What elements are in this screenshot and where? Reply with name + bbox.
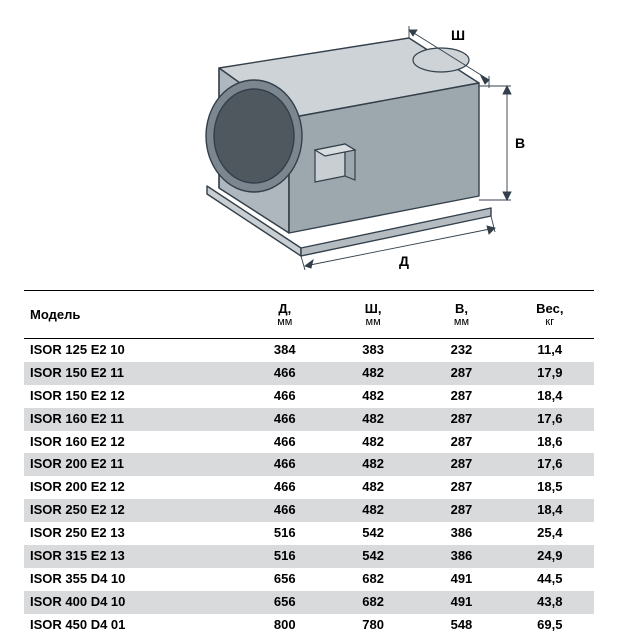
cell-model: ISOR 160 E2 12 bbox=[24, 431, 241, 454]
cell-h: 287 bbox=[417, 499, 505, 522]
cell-d: 656 bbox=[241, 591, 329, 614]
spec-table: Модель Д, мм Ш, мм В, мм Вес, кг bbox=[24, 290, 594, 637]
cell-d: 466 bbox=[241, 408, 329, 431]
cell-d: 516 bbox=[241, 545, 329, 568]
cell-h: 287 bbox=[417, 362, 505, 385]
cell-w: 482 bbox=[329, 453, 417, 476]
cell-d: 466 bbox=[241, 453, 329, 476]
cell-w: 482 bbox=[329, 476, 417, 499]
table-row: ISOR 200 E2 1246648228718,5 bbox=[24, 476, 594, 499]
cell-w: 482 bbox=[329, 499, 417, 522]
col-weight: Вес, кг bbox=[506, 291, 594, 339]
cell-w: 542 bbox=[329, 522, 417, 545]
cell-d: 466 bbox=[241, 385, 329, 408]
cell-weight: 17,6 bbox=[506, 453, 594, 476]
cell-d: 466 bbox=[241, 476, 329, 499]
table-row: ISOR 150 E2 1146648228717,9 bbox=[24, 362, 594, 385]
cell-w: 482 bbox=[329, 385, 417, 408]
cell-weight: 18,4 bbox=[506, 385, 594, 408]
cell-weight: 24,9 bbox=[506, 545, 594, 568]
cell-weight: 18,5 bbox=[506, 476, 594, 499]
cell-w: 482 bbox=[329, 362, 417, 385]
table-row: ISOR 125 E2 1038438323211,4 bbox=[24, 339, 594, 362]
cell-model: ISOR 160 E2 11 bbox=[24, 408, 241, 431]
cell-model: ISOR 250 E2 12 bbox=[24, 499, 241, 522]
cell-w: 383 bbox=[329, 339, 417, 362]
technical-diagram: Ш В Д bbox=[0, 0, 618, 290]
cell-model: ISOR 315 E2 13 bbox=[24, 545, 241, 568]
cell-weight: 18,4 bbox=[506, 499, 594, 522]
cell-d: 466 bbox=[241, 431, 329, 454]
dim-label-d: Д bbox=[399, 253, 409, 269]
col-w: Ш, мм bbox=[329, 291, 417, 339]
cell-d: 800 bbox=[241, 614, 329, 637]
cell-w: 542 bbox=[329, 545, 417, 568]
cell-h: 287 bbox=[417, 431, 505, 454]
spec-table-container: Модель Д, мм Ш, мм В, мм Вес, кг bbox=[0, 290, 618, 637]
cell-h: 232 bbox=[417, 339, 505, 362]
cell-weight: 18,6 bbox=[506, 431, 594, 454]
cell-h: 287 bbox=[417, 476, 505, 499]
table-row: ISOR 250 E2 1246648228718,4 bbox=[24, 499, 594, 522]
cell-model: ISOR 150 E2 12 bbox=[24, 385, 241, 408]
cell-weight: 11,4 bbox=[506, 339, 594, 362]
cell-weight: 69,5 bbox=[506, 614, 594, 637]
cell-weight: 17,6 bbox=[506, 408, 594, 431]
cell-h: 287 bbox=[417, 408, 505, 431]
dim-label-h: В bbox=[515, 135, 525, 151]
cell-weight: 43,8 bbox=[506, 591, 594, 614]
cell-w: 780 bbox=[329, 614, 417, 637]
cell-w: 682 bbox=[329, 591, 417, 614]
cell-model: ISOR 150 E2 11 bbox=[24, 362, 241, 385]
cell-model: ISOR 355 D4 10 bbox=[24, 568, 241, 591]
table-row: ISOR 400 D4 1065668249143,8 bbox=[24, 591, 594, 614]
cell-model: ISOR 450 D4 01 bbox=[24, 614, 241, 637]
table-row: ISOR 450 D4 0180078054869,5 bbox=[24, 614, 594, 637]
col-model: Модель bbox=[24, 291, 241, 339]
cell-h: 386 bbox=[417, 545, 505, 568]
cell-w: 482 bbox=[329, 408, 417, 431]
cell-d: 384 bbox=[241, 339, 329, 362]
cell-h: 287 bbox=[417, 385, 505, 408]
cell-d: 466 bbox=[241, 499, 329, 522]
cell-w: 682 bbox=[329, 568, 417, 591]
cell-model: ISOR 250 E2 13 bbox=[24, 522, 241, 545]
cell-h: 548 bbox=[417, 614, 505, 637]
cell-weight: 25,4 bbox=[506, 522, 594, 545]
cell-d: 656 bbox=[241, 568, 329, 591]
table-row: ISOR 150 E2 1246648228718,4 bbox=[24, 385, 594, 408]
cell-w: 482 bbox=[329, 431, 417, 454]
col-d: Д, мм bbox=[241, 291, 329, 339]
table-row: ISOR 160 E2 1146648228717,6 bbox=[24, 408, 594, 431]
cell-model: ISOR 125 E2 10 bbox=[24, 339, 241, 362]
cell-weight: 44,5 bbox=[506, 568, 594, 591]
cell-h: 287 bbox=[417, 453, 505, 476]
table-row: ISOR 355 D4 1065668249144,5 bbox=[24, 568, 594, 591]
col-h: В, мм bbox=[417, 291, 505, 339]
cell-model: ISOR 400 D4 10 bbox=[24, 591, 241, 614]
cell-model: ISOR 200 E2 12 bbox=[24, 476, 241, 499]
cell-d: 466 bbox=[241, 362, 329, 385]
cell-h: 491 bbox=[417, 591, 505, 614]
table-row: ISOR 250 E2 1351654238625,4 bbox=[24, 522, 594, 545]
dim-label-w: Ш bbox=[451, 27, 465, 43]
table-row: ISOR 315 E2 1351654238624,9 bbox=[24, 545, 594, 568]
cell-h: 386 bbox=[417, 522, 505, 545]
cell-weight: 17,9 bbox=[506, 362, 594, 385]
table-row: ISOR 160 E2 1246648228718,6 bbox=[24, 431, 594, 454]
cell-h: 491 bbox=[417, 568, 505, 591]
cell-d: 516 bbox=[241, 522, 329, 545]
table-row: ISOR 200 E2 1146648228717,6 bbox=[24, 453, 594, 476]
cell-model: ISOR 200 E2 11 bbox=[24, 453, 241, 476]
